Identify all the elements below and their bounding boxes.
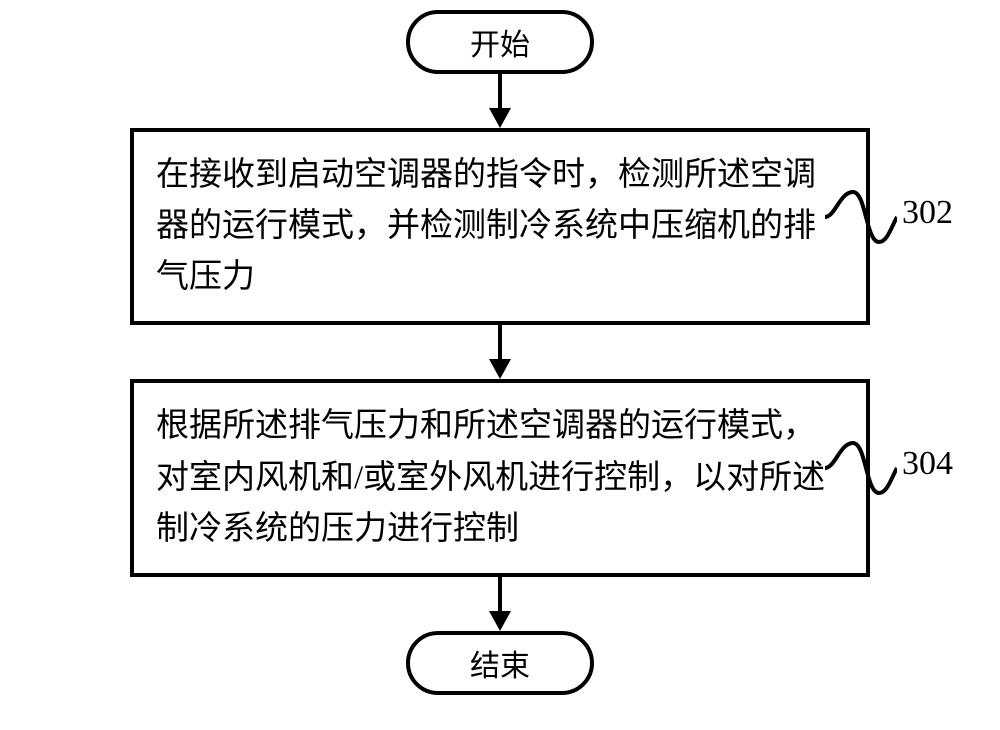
squiggle-icon [825,437,897,499]
step1-wrap: 在接收到启动空调器的指令时，检测所述空调器的运行模式，并检测制冷系统中压缩机的排… [60,128,940,325]
arrow-start-step1 [60,74,940,128]
arrow-step1-step2 [60,325,940,379]
arrow-head-icon [489,108,511,128]
step1-text: 在接收到启动空调器的指令时，检测所述空调器的运行模式，并检测制冷系统中压缩机的排… [156,157,816,295]
arrow-line [498,74,502,112]
arrow-head-icon [489,359,511,379]
end-label: 结束 [470,641,530,685]
end-node: 结束 [406,631,594,695]
step2-node: 根据所述排气压力和所述空调器的运行模式，对室内风机和/或室外风机进行控制，以对所… [130,379,870,576]
step2-text: 根据所述排气压力和所述空调器的运行模式，对室内风机和/或室外风机进行控制，以对所… [156,408,825,546]
step1-node: 在接收到启动空调器的指令时，检测所述空调器的运行模式，并检测制冷系统中压缩机的排… [130,128,870,325]
step1-ref: 302 [902,194,953,232]
start-node: 开始 [406,10,594,74]
arrow-line [498,325,502,363]
start-label: 开始 [470,20,530,64]
squiggle-icon [825,186,897,248]
arrow-line [498,577,502,615]
step2-wrap: 根据所述排气压力和所述空调器的运行模式，对室内风机和/或室外风机进行控制，以对所… [60,379,940,576]
step2-ref: 304 [902,445,953,483]
arrow-step2-end [60,577,940,631]
flowchart-container: 开始 在接收到启动空调器的指令时，检测所述空调器的运行模式，并检测制冷系统中压缩… [60,10,940,695]
arrow-head-icon [489,611,511,631]
